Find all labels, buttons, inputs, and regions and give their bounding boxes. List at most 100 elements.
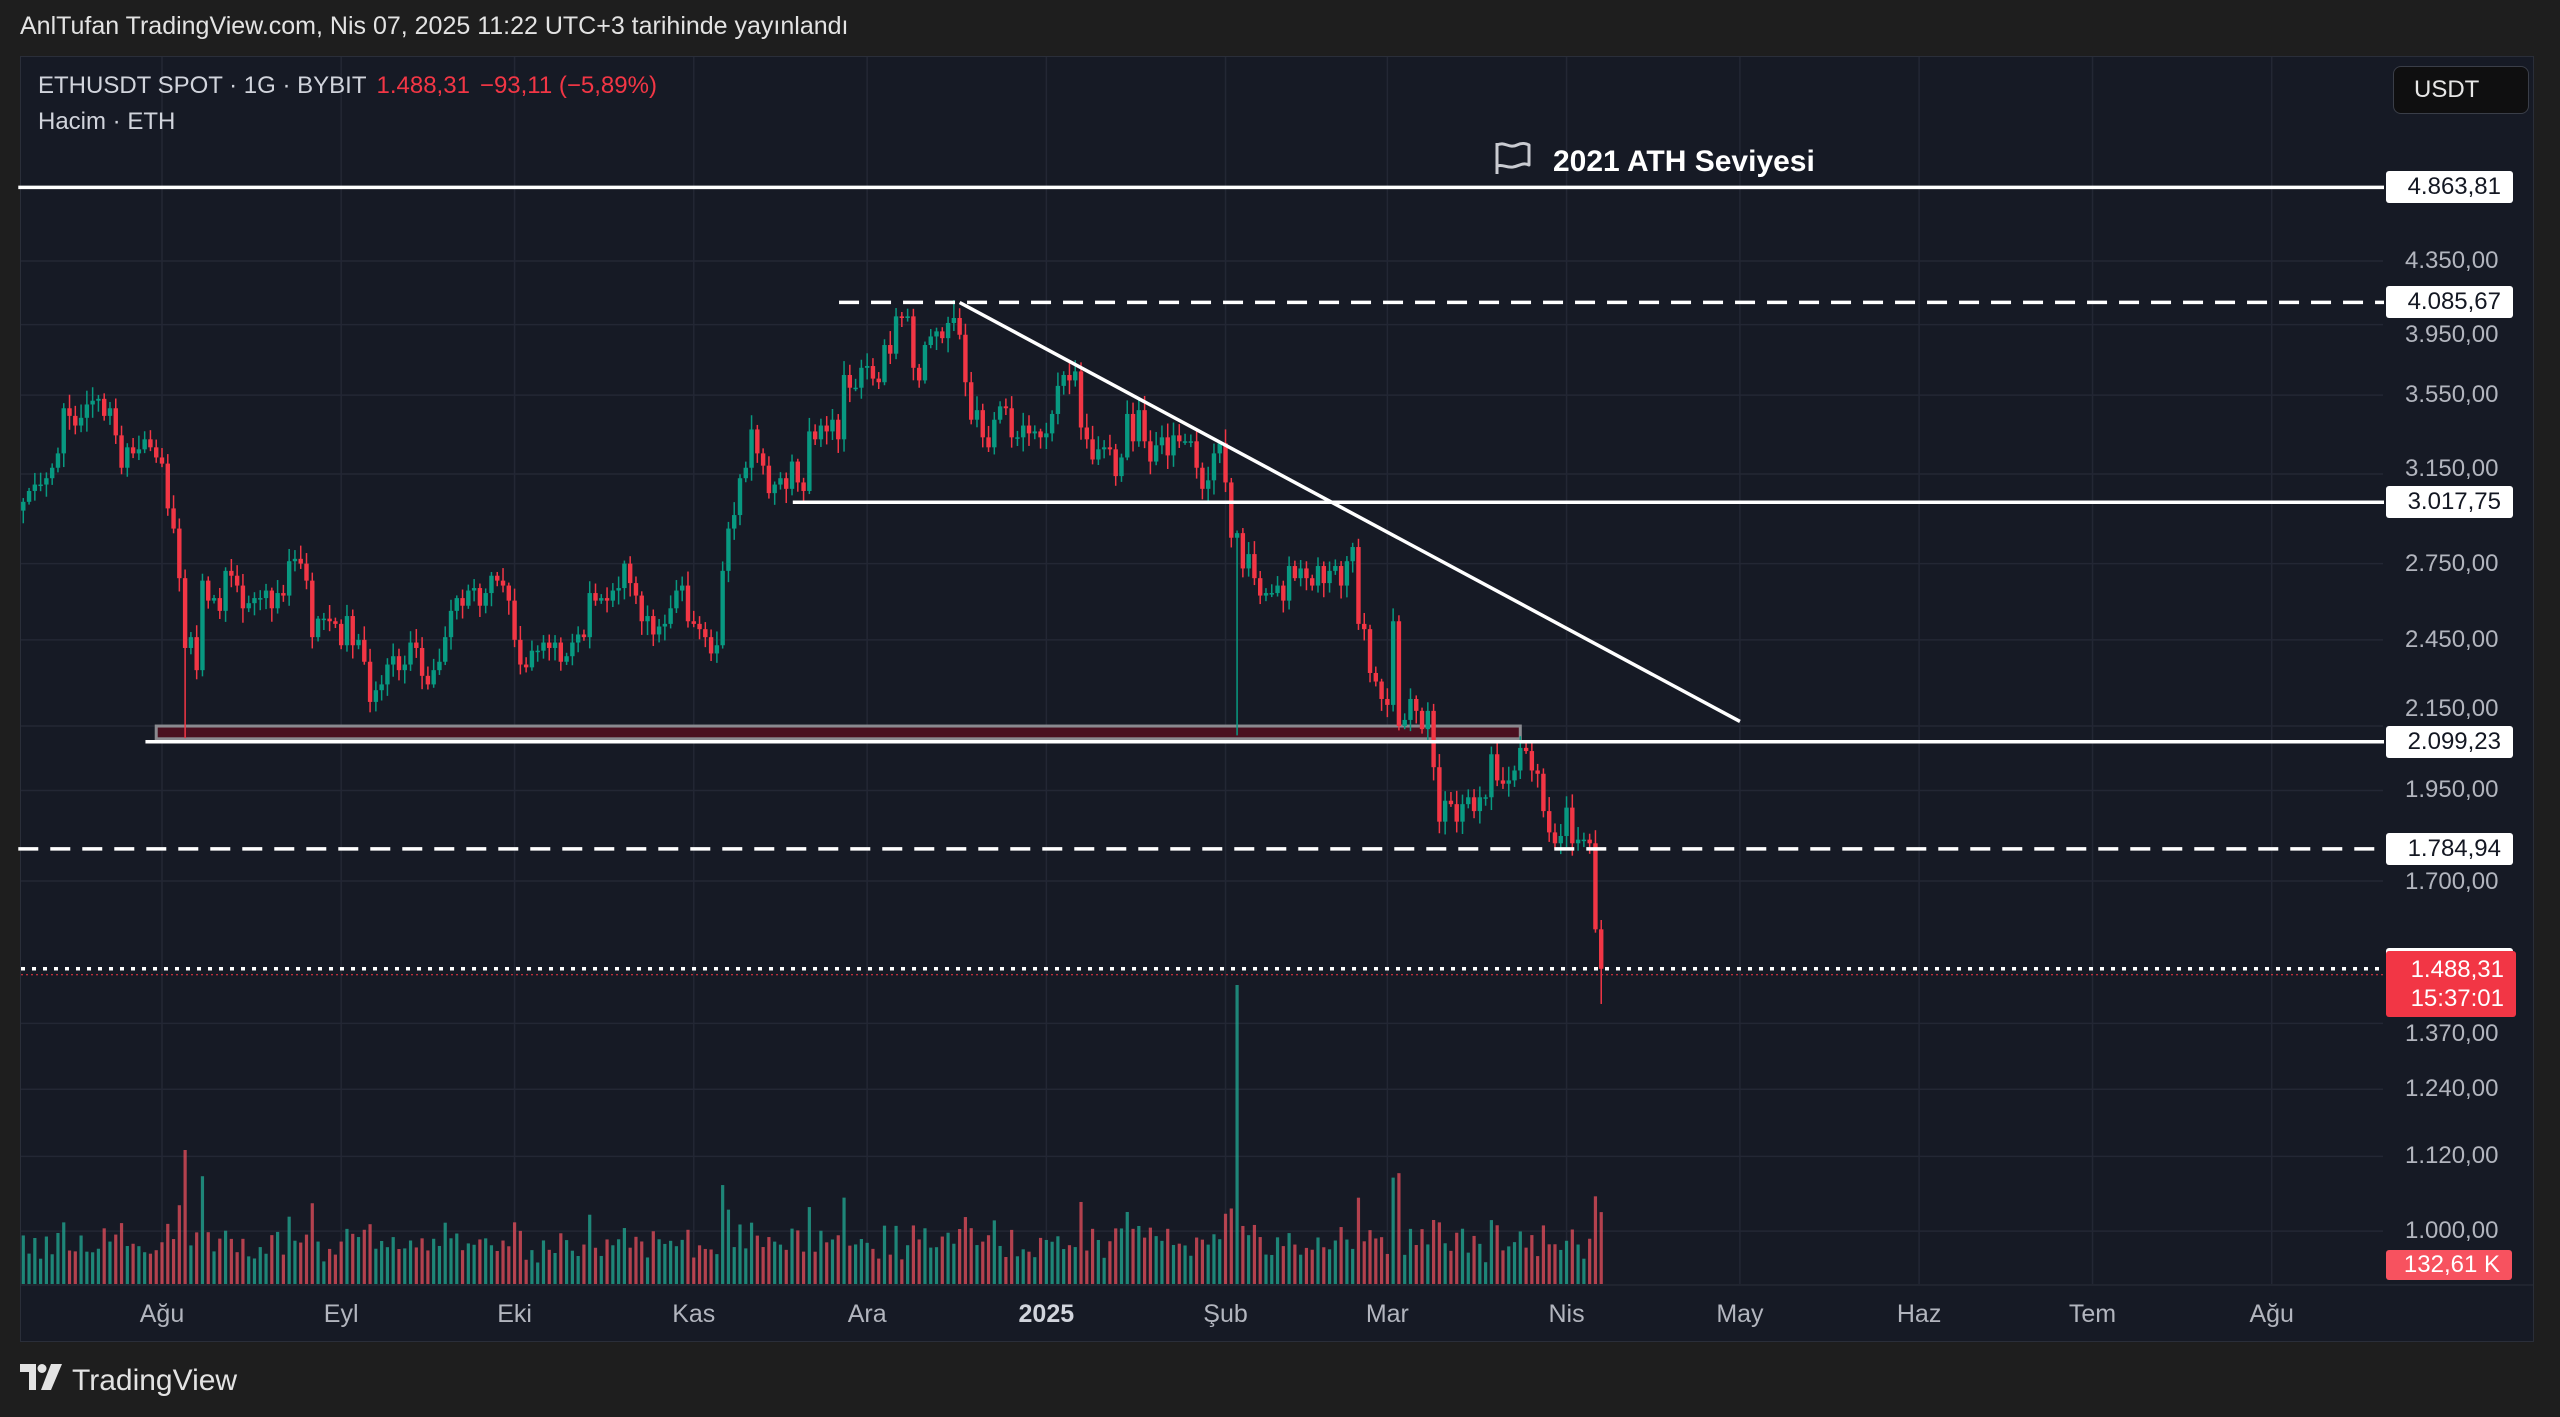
candle-body [795,461,800,483]
volume-bar [1252,1224,1257,1284]
candle-body [373,690,379,702]
candle-body [483,593,488,606]
candle-body [951,318,957,323]
candle-body [1466,797,1471,805]
candle-body [1512,770,1517,781]
volume-bar [697,1245,702,1284]
volume-bar [1356,1197,1361,1284]
volume-bar [1177,1243,1181,1284]
candle-body [55,453,61,468]
price-tick-label: 1.120,00 [2405,1142,2499,1170]
volume-bar [304,1234,309,1284]
candle-body [905,316,910,319]
volume-bar [738,1224,742,1284]
volume-bar [1484,1262,1488,1284]
chart-pane[interactable] [20,56,2534,1342]
currency-button[interactable]: USDT [2393,66,2529,114]
candle-body [194,637,199,671]
volume-bar [125,1246,129,1284]
candle-body [240,585,246,609]
candle-body [188,637,194,648]
volume-bar [1345,1239,1349,1284]
candle-body [830,419,835,432]
volume-bar [969,1228,973,1284]
volume-legend[interactable]: Hacim · ETH [38,108,176,135]
time-tick-label: Tem [2068,1300,2117,1328]
volume-bar [380,1240,384,1284]
candle-body [980,410,985,438]
volume-bar [634,1236,638,1284]
candle-body [864,366,870,368]
volume-bar [622,1228,626,1284]
volume-bar [1027,1251,1031,1284]
candles [21,300,1604,1004]
volume-bar [1576,1244,1580,1284]
volume-bar [1218,1239,1222,1284]
candle-body [1442,800,1448,822]
ath-annotation[interactable]: 2021 ATH Seviyesi [1493,140,1815,184]
volume-bar [1114,1228,1118,1284]
candle-body [1292,566,1298,579]
volume-bar [264,1253,268,1284]
candle-body [211,598,217,601]
candle-body [1315,566,1321,586]
volume-bar [460,1250,465,1284]
candle-body [853,387,858,390]
candle-body [125,447,130,468]
trendline [958,300,1741,723]
volume-bar [1229,1208,1233,1284]
volume-bar [911,1225,915,1284]
volume-bar [79,1235,83,1284]
candle-body [286,561,292,596]
candle-body [67,408,72,416]
volume-bar [1050,1241,1054,1284]
volume-bar [865,1242,869,1284]
volume-bar [50,1254,54,1284]
candle-body [789,461,795,489]
volume-bar [547,1249,551,1284]
candle-body [338,623,344,646]
volume-bar [1200,1239,1204,1284]
candle-body [1177,435,1182,442]
candle-body [258,598,263,600]
volume-bar [281,1254,285,1284]
volume-bar [593,1247,598,1284]
price-tick-label: 2.750,00 [2405,549,2499,577]
candle-body [1258,578,1263,596]
candle-body [882,345,887,383]
candle-body [824,425,829,432]
candle-body [1263,593,1269,596]
candle-body [1489,754,1494,798]
volume-bar [1570,1229,1574,1284]
candle-body [443,637,448,662]
candle-body [1373,672,1378,682]
volume-bar [1379,1237,1384,1284]
tv-logo-icon [20,1364,62,1398]
volume-bar [472,1244,476,1284]
candle-body [1003,406,1009,409]
volume-bar [478,1239,482,1284]
time-tick-label: Kas [672,1300,716,1328]
candle-body [1575,839,1581,844]
candle-body [1506,780,1511,784]
candle-body [1240,533,1246,569]
price-tick-label: 1.000,00 [2405,1217,2499,1245]
candle-body [1425,710,1431,730]
symbol-legend[interactable]: ETHUSDT SPOT · 1G · BYBIT 1.488,31 −93,11 … [38,72,657,100]
volume-bar [212,1251,216,1284]
volume-bar [374,1248,378,1284]
candle-body [587,593,592,638]
candle-body [1304,568,1309,579]
candle-body [206,580,211,601]
candle-body [304,563,309,581]
volume-bar [952,1243,956,1284]
candle-body [1125,413,1130,458]
candle-body [969,382,974,420]
candle-body [535,650,540,653]
candle-body [778,478,783,485]
level-label: 4.085,67 [2386,286,2513,319]
time-tick-label: Ağu [2249,1300,2294,1328]
volume-bar [686,1229,690,1284]
tradingview-logo[interactable]: TradingView [20,1364,237,1398]
